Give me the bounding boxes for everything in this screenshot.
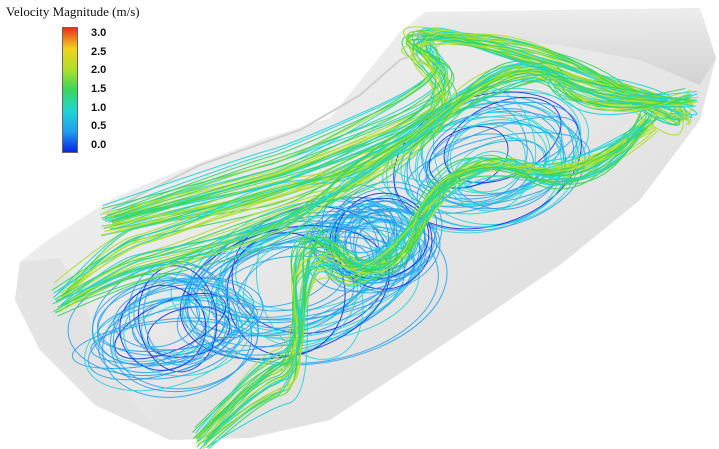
- channel-right-wall: [410, 8, 716, 85]
- streamline: [102, 26, 682, 215]
- streamline: [61, 71, 690, 294]
- streamline: [117, 35, 673, 211]
- streamline: [52, 63, 698, 299]
- streamline: [71, 317, 233, 369]
- streamline: [60, 62, 696, 306]
- colorbar-tick-label: 1.0: [91, 101, 107, 114]
- streamline: [107, 29, 681, 219]
- streamline: [207, 113, 651, 439]
- streamline: [141, 300, 210, 354]
- streamline: [415, 100, 580, 226]
- streamline: [67, 273, 238, 377]
- streamline: [207, 119, 652, 448]
- streamline: [197, 129, 657, 446]
- streamline: [198, 119, 652, 434]
- streamline: [204, 124, 643, 443]
- streamline: [137, 265, 218, 373]
- colorbar-title: Velocity Magnitude (m/s): [6, 4, 140, 19]
- streamline: [109, 281, 259, 393]
- streamline: [52, 73, 682, 305]
- streamlines: [51, 26, 699, 449]
- streamline: [56, 79, 697, 295]
- colorbar-tick-label: 0.0: [91, 139, 107, 151]
- streamline: [199, 123, 652, 437]
- streamline: [196, 119, 657, 442]
- streamline: [206, 126, 654, 448]
- streamline: [424, 101, 580, 197]
- streamline: [203, 118, 656, 445]
- streamline: [97, 295, 258, 352]
- colorbar-tick-label: 3.0: [91, 27, 107, 39]
- colorbar-tick-label: 1.5: [91, 83, 107, 95]
- streamline: [119, 284, 207, 371]
- streamline: [113, 38, 684, 217]
- streamline: [63, 70, 691, 295]
- streamline: [416, 139, 547, 214]
- streamline: [408, 101, 563, 200]
- channel-ridge: [99, 44, 441, 216]
- streamline: [87, 305, 239, 381]
- streamline: [452, 137, 546, 205]
- streamline: [391, 123, 564, 184]
- streamline: [90, 320, 245, 365]
- streamline: [56, 74, 693, 303]
- streamline: [102, 287, 253, 398]
- streamline: [84, 295, 243, 392]
- colorbar-tick-label: 2.0: [91, 64, 107, 77]
- streamline: [143, 272, 217, 364]
- colorbar: [62, 27, 78, 153]
- streamline: [57, 62, 690, 317]
- streamline: [58, 63, 686, 308]
- colorbar-tick-label: 0.5: [91, 120, 107, 133]
- streamline: [58, 64, 685, 313]
- streamline: [404, 132, 591, 208]
- streamline: [57, 60, 691, 308]
- colorbar-tick-label: 2.5: [91, 45, 107, 58]
- streamline: [112, 32, 682, 227]
- streamline: [184, 230, 406, 348]
